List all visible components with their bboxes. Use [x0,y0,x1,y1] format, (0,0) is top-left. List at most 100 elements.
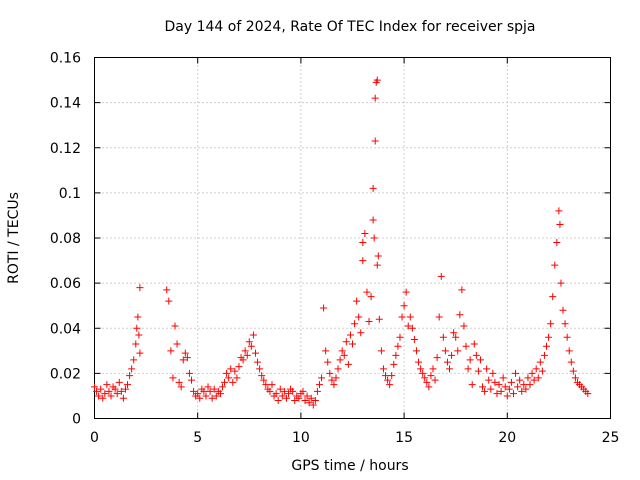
data-point [460,322,468,330]
data-point [408,324,416,332]
data-point [239,356,247,364]
data-point [540,351,548,359]
data-point [243,351,251,359]
data-point [278,392,286,400]
data-point [425,383,433,391]
data-point [185,369,193,377]
data-point [556,220,564,228]
data-point [431,376,439,384]
data-point [417,365,425,373]
data-point [369,184,377,192]
data-point [324,358,332,366]
data-point [311,396,319,404]
data-point [474,367,482,375]
data-point [400,302,408,310]
data-point [497,387,505,395]
data-point [313,387,321,395]
data-point [487,385,495,393]
data-point [268,381,276,389]
data-point [305,399,313,407]
data-point [231,367,239,375]
data-point [119,394,127,402]
data-point [285,390,293,398]
data-point [124,381,132,389]
data-point [464,365,472,373]
data-point [299,387,307,395]
data-point [375,315,383,323]
data-point [415,358,423,366]
data-point [91,383,98,391]
data-point [260,376,268,384]
data-point [117,387,125,395]
data-point [121,385,129,393]
data-point [557,279,565,287]
chart-title: Day 144 of 2024, Rate Of TEC Index for r… [164,19,535,35]
data-point [359,239,367,247]
data-point [303,392,311,400]
data-point [233,374,241,382]
data-point [439,333,447,341]
data-point [538,367,546,375]
data-point [200,387,208,395]
data-point [390,360,398,368]
data-point [489,369,497,377]
x-tick-label: 10 [292,430,310,446]
data-point [514,383,522,391]
data-point [363,288,371,296]
data-point [495,381,503,389]
data-point [340,351,348,359]
data-point [194,390,202,398]
data-point [394,342,402,350]
data-point [530,376,538,384]
data-point [526,381,534,389]
y-tick-label: 0.1 [59,186,81,202]
data-point [210,385,218,393]
data-point [295,394,303,402]
data-point [563,333,571,341]
x-axis-label: GPS time / hours [291,458,408,474]
data-point [491,378,499,386]
data-point [135,331,143,339]
data-point [456,311,464,319]
data-point [249,331,257,339]
data-point [212,392,220,400]
data-point [516,376,524,384]
data-point [173,340,181,348]
data-point [524,374,532,382]
data-point [367,293,375,301]
data-point [398,313,406,321]
y-tick-label: 0.08 [50,231,81,247]
data-point [291,396,299,404]
data-point [565,347,573,355]
data-point [423,378,431,386]
data-point [373,76,381,84]
data-point [567,358,575,366]
data-point [183,354,191,362]
data-point [551,261,559,269]
data-point [571,374,579,382]
data-point [472,351,480,359]
data-point [485,376,493,384]
data-point [169,374,177,382]
data-point [429,365,437,373]
data-point [101,390,109,398]
data-point [105,387,113,395]
data-point [179,356,187,364]
data-point [499,374,507,382]
data-point [208,394,216,402]
data-point [318,374,326,382]
data-point [128,365,136,373]
x-tick-label: 15 [395,430,413,446]
data-point [503,392,511,400]
data-point [235,363,243,371]
data-point [196,394,204,402]
data-point [382,372,390,380]
y-tick-label: 0.04 [50,321,81,337]
data-point [479,383,487,391]
data-point [326,369,334,377]
data-point [522,385,530,393]
data-point [320,304,328,312]
data-point [130,356,138,364]
data-point [483,365,491,373]
y-tick-label: 0.02 [50,366,81,382]
